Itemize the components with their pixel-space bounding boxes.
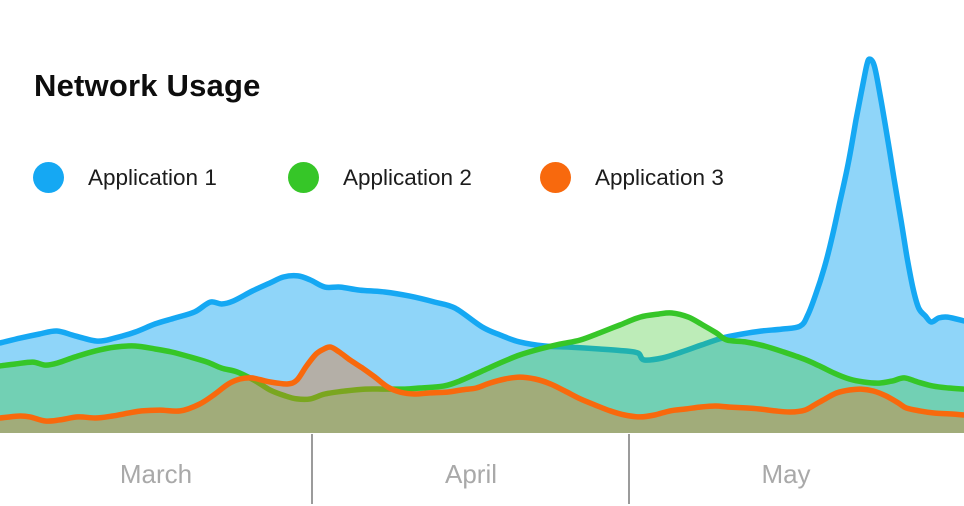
- legend-dot-blue-icon: [33, 162, 64, 193]
- legend-label: Application 2: [343, 164, 472, 190]
- area-fill-application-3: [0, 346, 964, 433]
- area-line-application-1: [0, 56, 964, 363]
- legend-dot-orange-icon: [540, 162, 571, 193]
- x-axis: March April May: [0, 433, 964, 506]
- x-axis-label-april: April: [444, 459, 498, 489]
- legend-label: Application 3: [595, 164, 724, 190]
- x-axis-label-may: May: [761, 459, 811, 489]
- x-axis-tick-divider: [311, 434, 313, 504]
- page-title: Network Usage: [34, 68, 261, 103]
- area-line-application-3: [0, 344, 964, 424]
- x-axis-tick-divider: [628, 434, 630, 504]
- area-line-application-2: [0, 310, 964, 403]
- legend-item-application-1[interactable]: Application 1: [33, 161, 217, 194]
- legend-item-application-2[interactable]: Application 2: [288, 161, 472, 194]
- legend-label: Application 1: [88, 164, 217, 190]
- legend-item-application-3[interactable]: Application 3: [540, 161, 724, 194]
- x-axis-label-march: March: [119, 459, 193, 489]
- chart-legend: Application 1 Application 2 Application …: [0, 161, 964, 195]
- legend-dot-green-icon: [288, 162, 319, 193]
